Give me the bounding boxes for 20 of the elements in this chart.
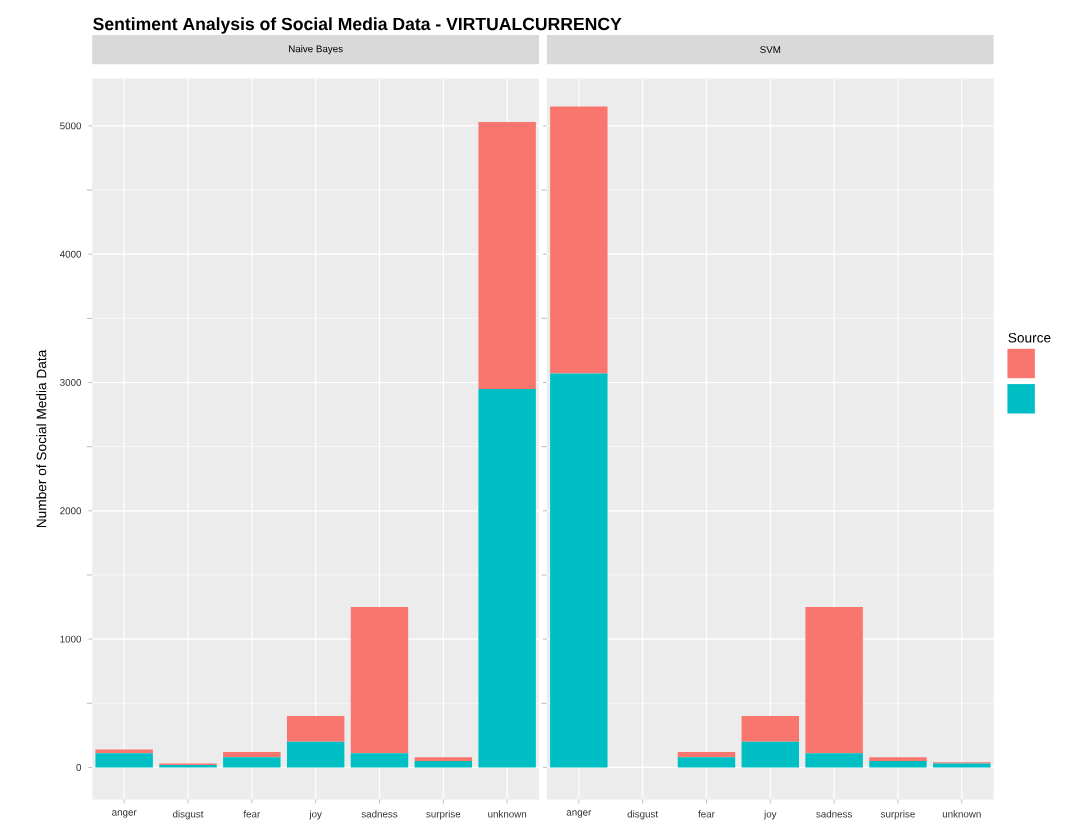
bar (550, 373, 608, 768)
bar (350, 752, 409, 768)
bar (478, 121, 536, 389)
bar (223, 756, 281, 768)
bar (677, 751, 736, 757)
bar (414, 760, 473, 768)
bar (550, 106, 608, 374)
bar (741, 715, 800, 742)
bar (805, 606, 863, 753)
bar (677, 756, 736, 768)
bar (805, 752, 863, 768)
bar (286, 715, 345, 742)
bar (350, 606, 409, 753)
bar (223, 751, 281, 757)
bar (286, 741, 345, 768)
bar (478, 388, 536, 768)
chart-title: Sentiment Analysis of Social Media Data - VIRTUALCURRENCY (93, 16, 622, 34)
bar (741, 741, 800, 768)
bar (95, 752, 153, 768)
bar (869, 760, 927, 768)
